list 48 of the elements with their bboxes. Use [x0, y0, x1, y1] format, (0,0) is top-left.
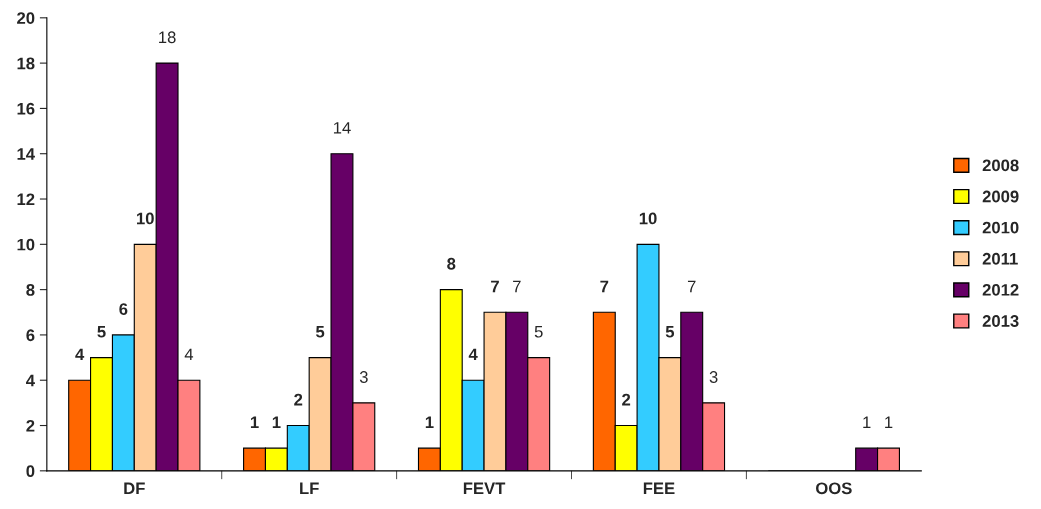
- y-tick-label: 10: [17, 238, 35, 251]
- legend-label: 2009: [982, 190, 1019, 203]
- data-label: 4: [468, 348, 478, 361]
- x-tick-label: OOS: [816, 482, 852, 495]
- y-tick-label: 0: [26, 465, 35, 478]
- data-label: 1: [425, 416, 434, 429]
- data-label: 6: [119, 303, 128, 315]
- data-label: 5: [315, 325, 325, 338]
- x-tick-label: FEE: [643, 482, 675, 495]
- legend-label: 2011: [982, 252, 1018, 265]
- x-tick-label: DF: [124, 482, 145, 495]
- data-label: 2: [622, 393, 631, 406]
- y-tick-label: 20: [17, 12, 35, 25]
- data-label: 7: [600, 280, 609, 293]
- data-label: 7: [491, 280, 499, 293]
- legend-label: 2013: [982, 315, 1019, 327]
- y-tick-label: 14: [17, 148, 35, 160]
- data-label: 7: [513, 280, 521, 293]
- y-tick-label: 18: [17, 57, 35, 70]
- y-tick-label: 2: [26, 419, 35, 432]
- data-label: 1: [272, 416, 281, 429]
- legend-label: 2010: [982, 221, 1019, 234]
- legend-label: 2008: [982, 159, 1019, 172]
- data-label: 8: [447, 257, 456, 270]
- data-label: 4: [75, 348, 85, 361]
- data-label: 7: [687, 280, 696, 293]
- data-label: 3: [359, 371, 368, 383]
- data-label: 10: [137, 212, 154, 225]
- x-tick-label: FEVT: [463, 482, 506, 495]
- y-tick-label: 16: [17, 102, 35, 115]
- y-tick-label: 12: [17, 193, 35, 206]
- data-label: 1: [250, 416, 259, 429]
- legend-label: 2012: [982, 283, 1019, 296]
- data-label: 14: [333, 122, 351, 134]
- data-label: 2: [294, 393, 303, 406]
- data-label: 5: [534, 325, 543, 338]
- data-label: 1: [863, 416, 871, 429]
- y-tick-label: 4: [26, 374, 35, 387]
- y-tick-label: 6: [26, 329, 35, 342]
- data-label: 5: [97, 325, 106, 338]
- data-label: 10: [639, 212, 657, 225]
- data-label: 1: [885, 416, 893, 429]
- y-tick-label: 8: [26, 284, 35, 296]
- data-label: 3: [709, 371, 718, 383]
- data-label: 18: [159, 31, 176, 44]
- data-label: 5: [665, 325, 675, 338]
- data-label: 4: [184, 348, 194, 361]
- x-tick-label: LF: [300, 482, 319, 495]
